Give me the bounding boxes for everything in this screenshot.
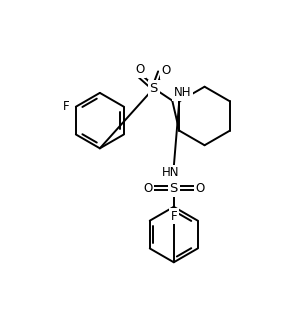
Text: S: S (149, 82, 158, 95)
Text: O: O (195, 182, 204, 195)
Text: O: O (162, 64, 171, 77)
Text: F: F (63, 100, 70, 113)
Text: O: O (135, 63, 145, 76)
Text: NH: NH (174, 86, 191, 100)
Text: S: S (170, 182, 178, 195)
Text: HN: HN (162, 167, 179, 179)
Text: O: O (143, 182, 152, 195)
Text: F: F (170, 210, 177, 222)
